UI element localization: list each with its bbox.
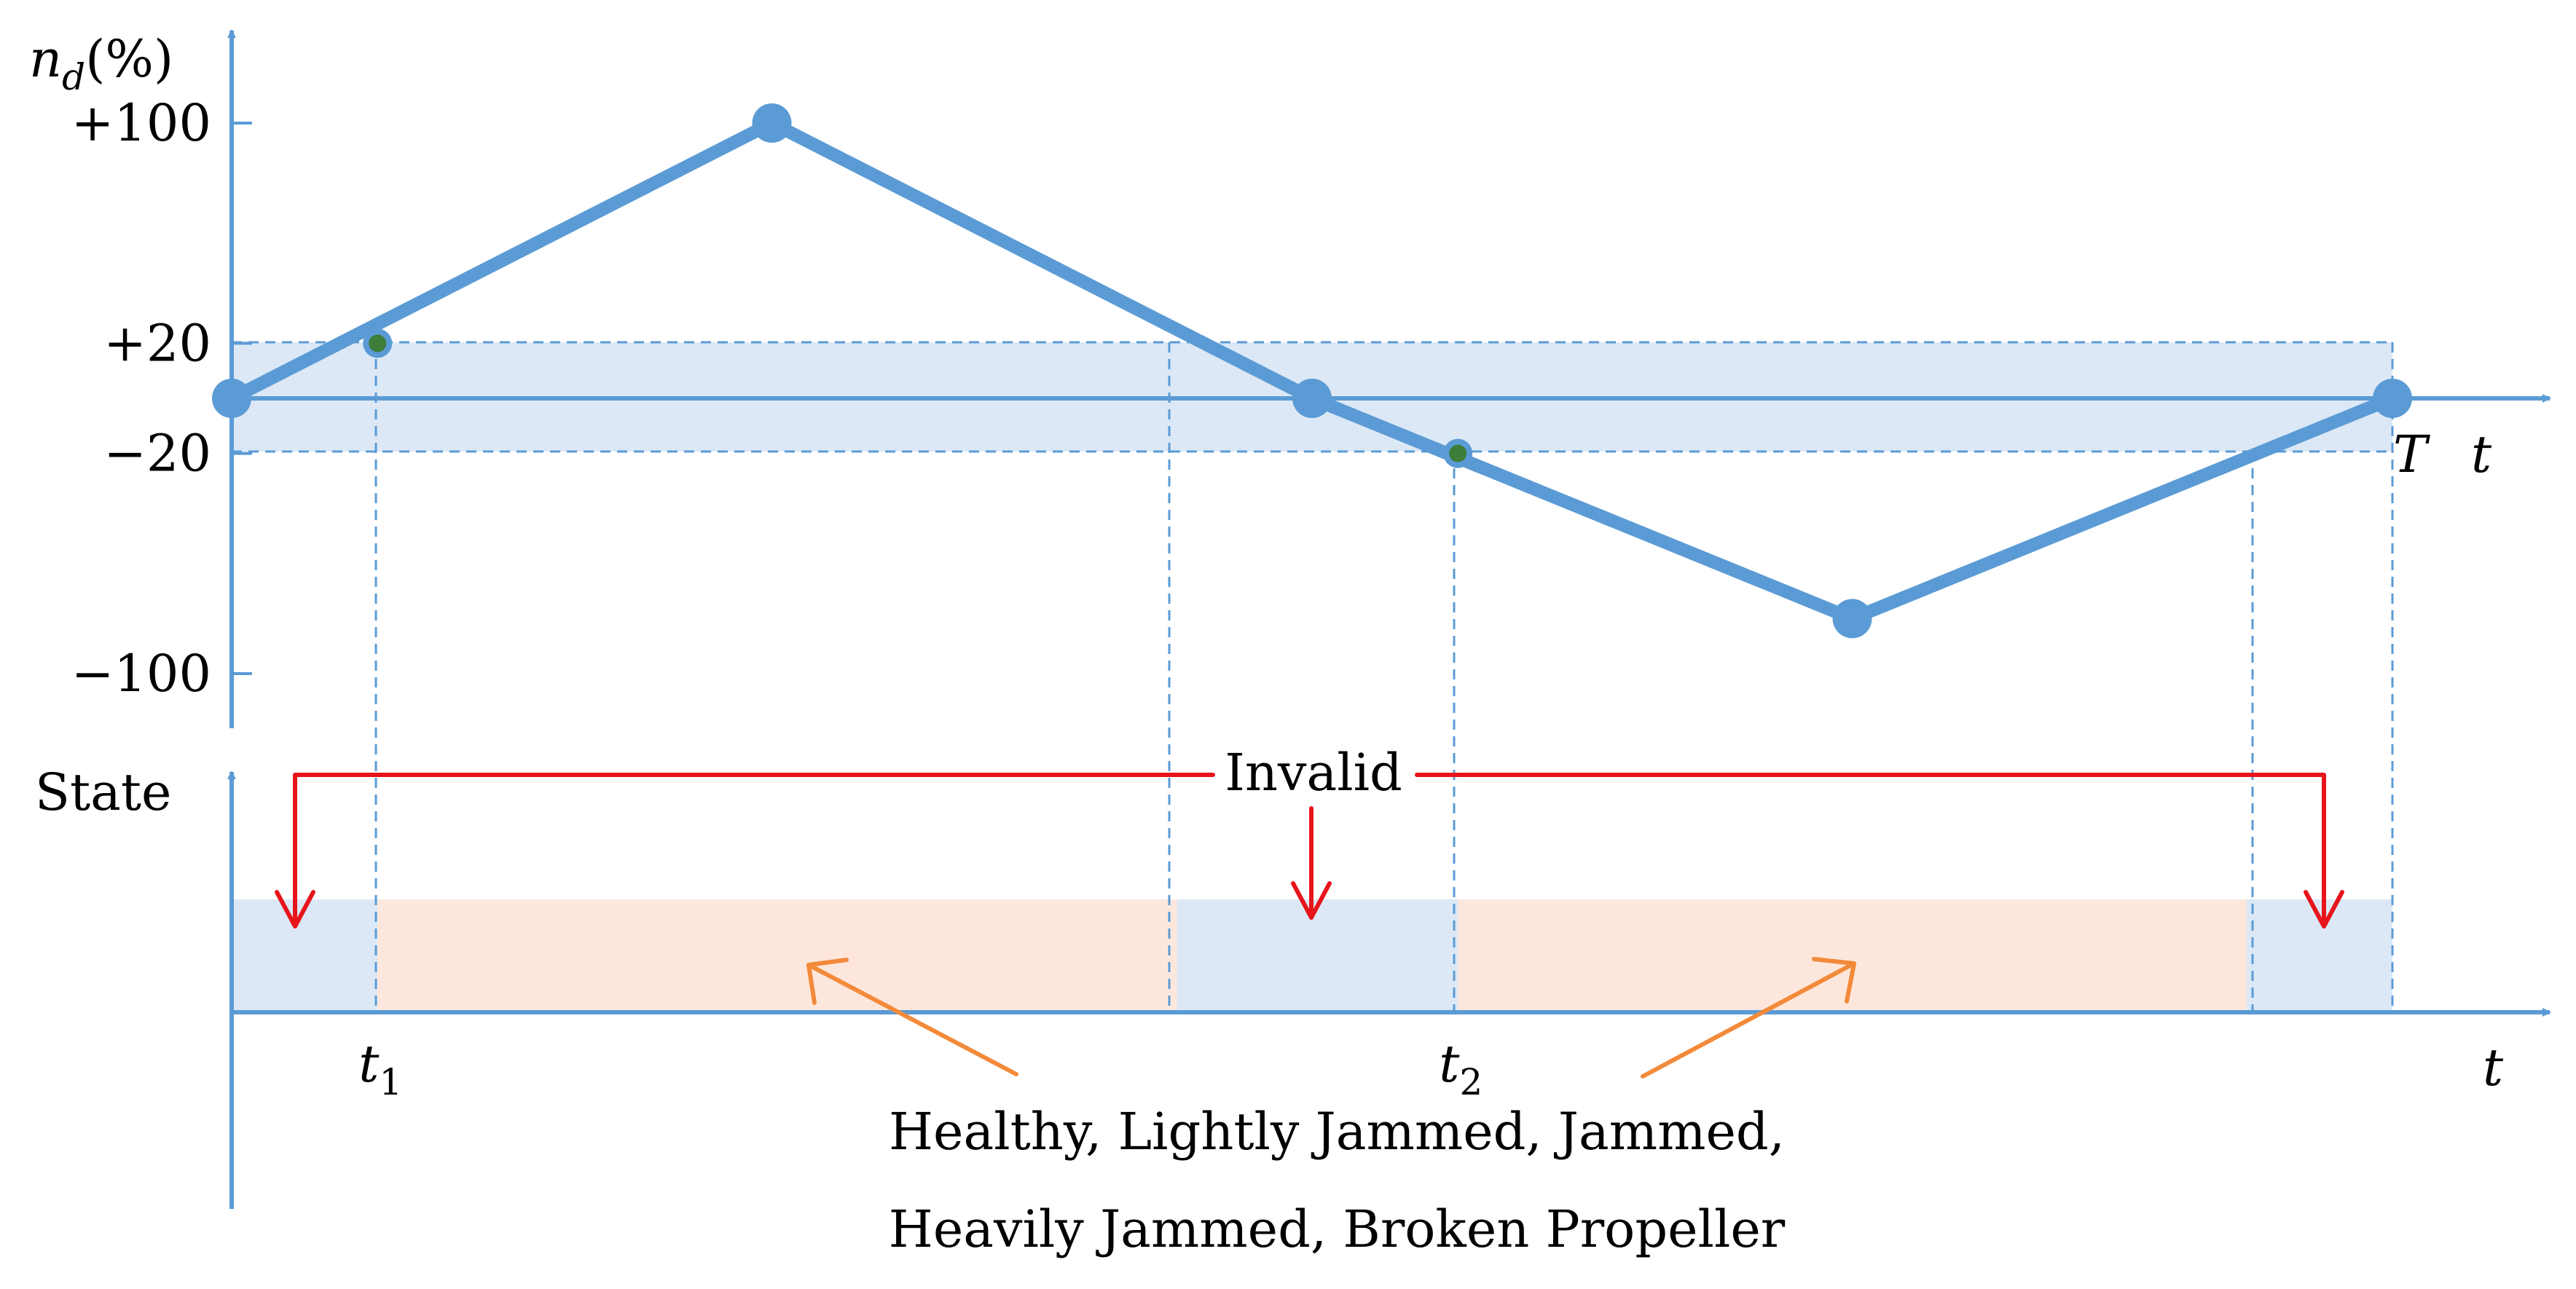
state-segment-invalid [1177,899,1458,1012]
invalid-annotation [275,773,2344,929]
y-tick-label: −100 [71,644,211,703]
y-ticks: +100 +20 −20 −100 [71,93,252,703]
invalid-label: Invalid [1225,743,1402,803]
state-arrow-left [806,963,1018,1076]
crossing-time-label: t1 [358,1034,402,1103]
state-arrowhead-right [1812,957,1856,1004]
state-axis-label: State [35,762,171,822]
bottom-x-axis-label: t [2483,1038,2504,1097]
period-label: T [2393,425,2430,484]
state-arrow-right [1641,961,1856,1079]
data-point [2373,379,2412,418]
top-x-axis-label: t [2471,425,2492,484]
y-tick-label: −20 [103,424,211,484]
dashed-guides [232,341,2394,1012]
invalid-arrowhead-right [2304,890,2344,929]
crossing-marker-center [369,334,387,352]
state-segment-invalid [232,899,378,1012]
invalid-arrowhead-left [275,890,315,929]
y-tick-label: +20 [103,313,211,373]
invalid-arrowhead-middle [1291,881,1332,920]
data-point [1292,379,1332,418]
invalid-bracket-right [1415,773,2326,927]
valid-states-line-2: Heavily Jammed, Broken Propeller [889,1199,1786,1259]
state-annotation [806,957,1856,1079]
y-tick-label: +100 [71,93,211,153]
crossing-marker-center [1449,444,1467,462]
data-points [212,103,2412,639]
state-segment-valid [377,899,1177,1012]
y-axis-label: nd(%) [29,29,173,98]
data-point [752,103,792,143]
data-point [1832,599,1872,639]
state-segment-valid [1458,899,2247,1012]
crossing-time-label: t2 [1439,1034,1483,1103]
state-segments [232,899,2392,1012]
invalid-bracket-left [293,773,1215,927]
valid-states-line-1: Healthy, Lightly Jammed, Jammed, [889,1102,1785,1162]
data-point [212,379,251,418]
threshold-crossings: t1 t2 [358,328,1483,1103]
state-arrowhead-left [806,958,849,1005]
